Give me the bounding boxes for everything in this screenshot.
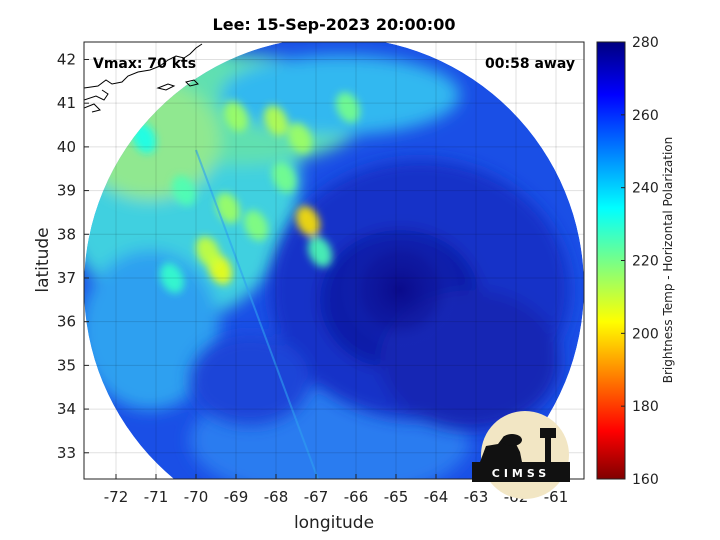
colorbar-tick-label: 240 [632, 181, 659, 197]
colorbar-tick-label: 200 [632, 326, 659, 342]
y-axis-label: latitude [33, 227, 53, 292]
cimss-logo-text: CIMSS [492, 467, 550, 480]
warm-feature [271, 162, 297, 193]
y-tick-label: 33 [57, 444, 76, 462]
x-tick-label: -71 [144, 488, 169, 506]
colorbar-tick-label: 220 [632, 254, 659, 270]
warm-feature [215, 192, 241, 224]
colorbar-label: Brightness Temp - Horizontal Polarizatio… [661, 137, 675, 384]
y-tick-label: 40 [57, 138, 76, 156]
y-tick-label: 38 [57, 225, 76, 243]
coastline [84, 43, 203, 113]
colorbar-tick-label: 160 [632, 472, 659, 488]
x-tick-label: -69 [224, 488, 249, 506]
x-tick-label: -72 [104, 488, 129, 506]
colorbar: 160 180 200 220 240 260 280 Brightness Temp - … [596, 35, 675, 488]
warm-feature [295, 205, 321, 237]
warm-feature [159, 262, 185, 294]
warm-feature [243, 210, 269, 241]
warm-feature [287, 122, 313, 154]
warm-feature [171, 175, 197, 206]
y-tick-label: 34 [57, 400, 76, 418]
colorbar-tick-label: 260 [632, 108, 659, 124]
warm-feature [195, 236, 221, 267]
colorbar-tick-label: 180 [632, 399, 659, 415]
cimss-logo: CIMSS [472, 411, 570, 499]
warm-feature [307, 236, 333, 267]
axes-frame [83, 41, 585, 480]
x-tick-label: -65 [384, 488, 409, 506]
colorbar-tick-label: 280 [632, 35, 659, 51]
x-tick-label: -64 [424, 488, 449, 506]
x-tick-label: -61 [544, 488, 569, 506]
x-tick-label: -68 [264, 488, 289, 506]
chart-title: Lee: 15-Sep-2023 20:00:00 [213, 15, 456, 34]
y-tick-label: 36 [57, 313, 76, 331]
grid-lines [84, 42, 584, 479]
vmax-annotation: Vmax: 70 kts [93, 56, 196, 72]
y-tick-label: 35 [57, 356, 76, 374]
x-tick-label: -63 [464, 488, 489, 506]
x-tick-label: -67 [304, 488, 329, 506]
y-tick-label: 41 [57, 94, 76, 112]
time-offset-annotation: 00:58 away [485, 56, 575, 72]
x-axis-label: longitude [294, 513, 374, 533]
y-tick-label: 37 [57, 269, 76, 287]
warm-feature [223, 101, 249, 132]
x-tick-label: -66 [344, 488, 369, 506]
warm-feature [263, 105, 289, 136]
warm-feature [335, 92, 361, 123]
x-tick-label: -70 [184, 488, 209, 506]
y-tick-label: 39 [57, 182, 76, 200]
y-tick-label: 42 [57, 50, 76, 68]
